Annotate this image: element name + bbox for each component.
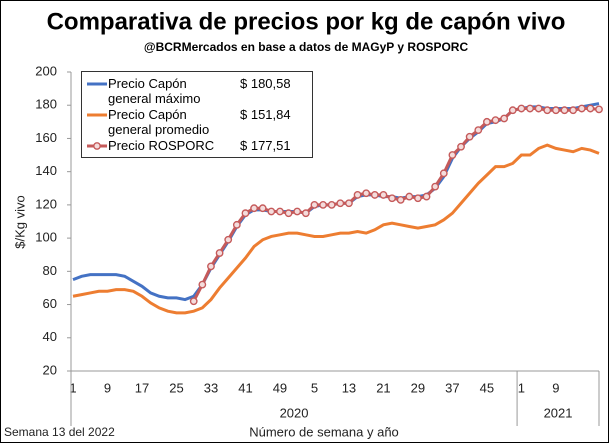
series-marker: [577, 104, 586, 113]
y-axis-title: $/Kg vivo: [12, 195, 27, 248]
series-marker: [560, 106, 569, 115]
legend-swatch: [87, 142, 107, 150]
y-tick-label: 20: [43, 362, 57, 377]
series-marker: [353, 191, 362, 199]
x-group-label: 2020: [280, 405, 309, 420]
x-tick-label: 5: [311, 380, 318, 395]
x-tick-label: 25: [169, 380, 183, 395]
legend: Precio Capón general máximo $ 180,58 Preci…: [81, 71, 313, 158]
series-marker: [526, 104, 534, 113]
chart-title: Comparativa de precios por kg de capón v…: [47, 8, 566, 35]
series-marker: [258, 204, 267, 213]
series-marker: [336, 199, 345, 208]
series-marker: [327, 200, 336, 209]
series-marker: [207, 262, 215, 271]
series-marker: [388, 194, 396, 203]
series-marker: [379, 191, 388, 199]
series-marker: [483, 117, 491, 126]
series-marker: [250, 204, 258, 213]
x-tick-label: 1: [518, 380, 525, 395]
series-marker: [448, 151, 457, 159]
y-tick-label: 200: [35, 63, 57, 78]
series-marker: [310, 200, 319, 209]
series-marker: [457, 142, 465, 151]
y-tick-label: 120: [35, 196, 57, 211]
series-marker: [439, 169, 448, 178]
series-marker: [569, 106, 578, 115]
x-tick-label: 41: [238, 380, 252, 395]
x-tick-label: 13: [342, 380, 356, 395]
series-marker: [276, 207, 284, 216]
series-marker: [405, 192, 414, 201]
y-tick-label: 180: [35, 97, 57, 112]
series-marker: [551, 106, 560, 115]
legend-swatch: [87, 82, 107, 86]
series-marker: [293, 207, 302, 216]
y-tick-label: 140: [35, 163, 57, 178]
legend-value: $ 151,84: [240, 107, 291, 122]
series-marker: [362, 189, 371, 198]
legend-entry: Precio Capón general máximo $ 180,58: [86, 76, 308, 106]
legend-value: $ 177,51: [240, 138, 291, 153]
series-marker: [414, 194, 422, 203]
x-tick-label: 17: [135, 380, 149, 395]
y-tick-label: 100: [35, 230, 57, 245]
series-marker: [396, 196, 405, 204]
legend-label: Precio ROSPORC: [108, 138, 215, 153]
y-tick-label: 60: [43, 296, 57, 311]
legend-entry: Precio ROSPORC $ 177,51: [86, 138, 308, 153]
series-marker: [189, 297, 198, 306]
series-marker: [508, 106, 517, 115]
series-marker: [465, 132, 474, 141]
legend-swatch: [87, 113, 107, 117]
series-marker: [232, 220, 241, 229]
x-tick-label: 37: [445, 380, 459, 395]
x-tick-label: 9: [104, 380, 111, 395]
x-tick-label: 9: [552, 380, 559, 395]
x-tick-label: 33: [204, 380, 218, 395]
series-marker: [224, 235, 233, 244]
legend-label: Precio Capón general promedio: [108, 107, 210, 137]
series-marker: [517, 104, 526, 113]
x-group-label: 2021: [544, 405, 573, 420]
series-marker: [431, 182, 440, 191]
series-marker: [500, 114, 509, 123]
series-marker: [267, 207, 276, 216]
x-tick-label: 49: [273, 380, 287, 395]
series-marker: [198, 280, 207, 289]
series-marker: [370, 191, 379, 199]
y-tick-label: 160: [35, 130, 57, 145]
x-axis-title: Número de semana y año: [249, 424, 399, 439]
series-marker: [301, 209, 310, 218]
series-marker: [319, 200, 327, 209]
legend-label: Precio Capón general máximo: [108, 76, 201, 106]
y-tick-label: 40: [43, 329, 57, 344]
legend-marker: [93, 142, 101, 150]
y-tick-label: 80: [43, 263, 57, 278]
series-marker: [474, 126, 483, 135]
series-marker: [241, 209, 250, 218]
chart-subtitle: @BCRMercados en base a datos de MAGyP y …: [144, 40, 469, 54]
series-marker: [534, 104, 543, 113]
x-tick-label: 45: [480, 380, 494, 395]
series-marker: [345, 199, 353, 208]
x-tick-label: 1: [69, 380, 76, 395]
legend-entry: Precio Capón general promedio $ 151,84: [86, 107, 308, 137]
series-marker: [595, 105, 603, 114]
series-marker: [543, 106, 552, 115]
series-marker: [422, 192, 431, 201]
x-tick-label: 29: [411, 380, 425, 395]
legend-value: $ 180,58: [240, 76, 291, 91]
footnote: Semana 13 del 2022: [4, 425, 115, 439]
series-marker: [284, 209, 293, 218]
x-tick-label: 21: [376, 380, 390, 395]
series-marker: [215, 249, 224, 257]
series-marker: [586, 104, 595, 113]
series-marker: [491, 116, 500, 125]
series-line: [72, 143, 600, 315]
